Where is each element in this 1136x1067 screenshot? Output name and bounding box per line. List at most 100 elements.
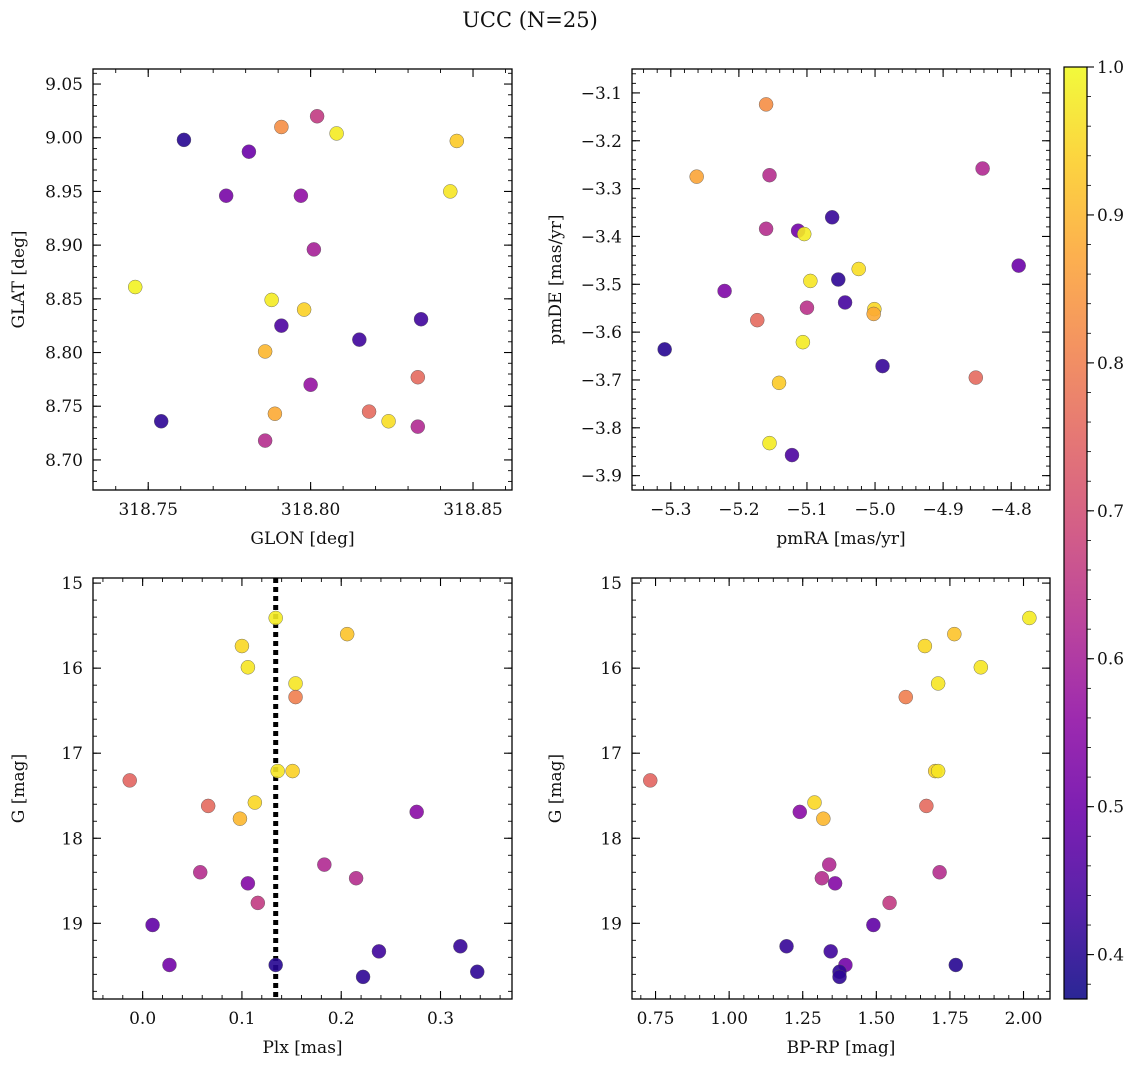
data-point [329,126,344,141]
data-point [784,447,800,463]
data-point [453,939,468,954]
y-axis-label: G [mag] [9,754,29,823]
data-point [717,283,732,299]
data-point [274,318,289,333]
colorbar-tick-label: 0.8 [1097,354,1124,374]
data-point [122,773,137,788]
x-axis-label: BP-RP [mag] [787,1038,896,1058]
y-tick-label: 8.95 [45,182,83,202]
data-point [410,370,426,385]
data-point [285,763,300,779]
data-point [948,957,964,973]
data-point [643,773,658,788]
data-point [1011,258,1026,273]
data-point [352,332,367,347]
data-point [968,370,983,385]
y-tick-label: 16 [61,659,83,679]
data-point [851,261,866,277]
data-point [218,188,234,203]
x-tick-label: −5.0 [854,500,895,520]
data-point [154,414,169,429]
data-point [866,306,881,322]
data-point [309,109,325,124]
data-point [339,626,355,642]
data-point [268,957,283,973]
data-point [795,334,811,350]
x-tick-label: 0.3 [427,1009,454,1029]
y-tick-label: 17 [61,744,83,764]
x-tick-label: 0.0 [129,1009,156,1029]
data-point [866,917,881,933]
y-tick-label: 17 [600,744,622,764]
data-point [296,302,312,317]
data-point [1022,610,1037,626]
plot-frame [92,577,513,1000]
data-point [799,300,815,315]
data-point [973,660,989,675]
data-point [762,435,777,451]
y-tick-label: 9.05 [45,75,83,95]
data-point [267,406,283,421]
y-tick-label: 15 [600,574,622,594]
panel-pmra-pmde: −5.3 −5.2 −5.1 −5.0 −4.9 −4.8 −3.9 −3.8 −3.7 −3.6… [546,68,1051,549]
data-point [162,957,177,973]
y-tick-label: 8.75 [45,397,83,417]
y-tick-label: −3.8 [581,419,622,439]
y-tick-label: 8.70 [45,451,83,471]
data-point [792,804,807,820]
data-point [317,857,332,872]
data-point [470,964,485,979]
y-tick-label: 19 [61,914,83,934]
x-tick-label: 2.00 [1005,1009,1043,1029]
y-tick-label: 15 [61,574,83,594]
data-point [257,344,273,359]
y-tick-label: −3.7 [581,371,622,391]
data-point [930,763,946,779]
y-tick-label: 9.00 [45,129,83,149]
colorbar-tick-label: 0.4 [1097,946,1124,966]
y-tick-label: 18 [61,829,83,849]
data-point [930,676,946,691]
data-point [837,295,853,310]
x-tick-label: 0.75 [637,1009,675,1029]
data-point [303,377,318,392]
panel-plx-g: 0.0 0.1 0.2 0.3 15 16 17 18 19 Plx [mas] G [mag] [9,574,513,1058]
data-point [381,414,396,429]
data-point [771,375,787,391]
data-point [274,119,289,135]
y-tick-label: 8.90 [45,236,83,256]
data-point [762,168,777,183]
data-point [176,132,192,148]
data-point [264,292,279,308]
y-tick-label: 8.85 [45,290,83,310]
data-point [919,798,934,814]
data-point [750,312,765,328]
y-tick-label: 18 [600,829,622,849]
x-tick-label: 318.75 [118,500,177,520]
data-point [232,811,248,826]
data-point [193,865,208,880]
data-point [824,210,840,225]
data-point [409,804,424,820]
data-point [822,857,837,872]
data-point [361,404,377,419]
data-point [449,133,464,149]
x-tick-label: 318.85 [443,500,502,520]
colorbar: 0.4 0.5 0.6 0.7 0.8 0.9 1.0 [1063,58,1124,1000]
data-point [898,689,913,705]
x-tick-label: 0.1 [228,1009,255,1029]
data-point [816,811,831,826]
data-point [797,226,812,242]
colorbar-tick-label: 0.7 [1097,502,1124,522]
data-point [240,660,256,675]
plot-frame [631,68,1051,491]
data-point [827,876,843,891]
colorbar-tick-label: 0.6 [1097,650,1124,670]
y-tick-label: 19 [600,914,622,934]
panel-glon-glat: 318.75 318.80 318.85 8.70 8.75 8.80 8.85 8.90 8.… [9,68,513,549]
data-point [288,689,303,705]
x-tick-label: 1.25 [784,1009,822,1029]
data-point [413,312,429,327]
data-point [234,638,250,654]
